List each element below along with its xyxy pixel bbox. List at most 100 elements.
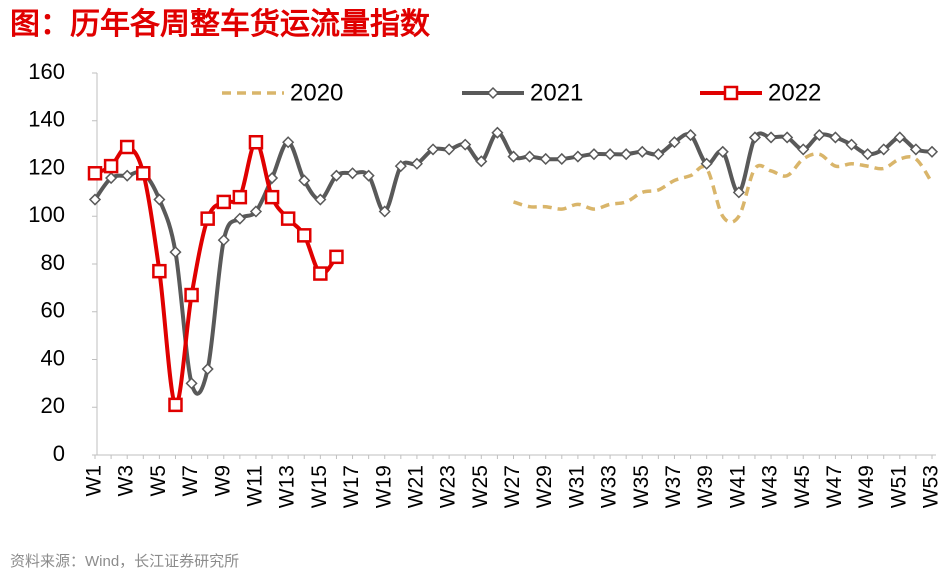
x-tick-label: W43 xyxy=(759,465,782,508)
point-marker xyxy=(185,377,198,390)
point-marker xyxy=(105,171,118,185)
x-tick-label: W13 xyxy=(276,465,299,508)
point-marker xyxy=(732,186,745,199)
point-marker xyxy=(486,86,500,100)
x-tick-label: W53 xyxy=(920,465,943,508)
y-tick-label: 60 xyxy=(41,298,65,323)
x-tick-label: W33 xyxy=(598,465,621,508)
point-marker xyxy=(249,205,263,218)
x-tick-label: W3 xyxy=(115,465,138,497)
point-marker xyxy=(346,167,359,180)
x-tick-label: W39 xyxy=(694,465,717,508)
x-tick-label: W21 xyxy=(404,465,427,508)
legend-label: 2022 xyxy=(768,79,821,106)
point-marker xyxy=(184,287,199,303)
point-marker xyxy=(748,131,762,144)
point-marker xyxy=(700,157,713,170)
x-tick-label: W49 xyxy=(855,465,878,508)
x-tick-label: W25 xyxy=(469,465,492,508)
point-marker xyxy=(909,143,922,156)
x-tick-label: W35 xyxy=(630,465,653,508)
point-marker xyxy=(604,148,617,161)
point-marker xyxy=(136,166,151,181)
point-marker xyxy=(539,152,552,166)
point-marker xyxy=(88,193,102,206)
x-tick-label: W7 xyxy=(179,465,202,497)
point-marker xyxy=(216,194,232,210)
point-marker xyxy=(168,397,183,413)
x-tick-label: W37 xyxy=(662,465,685,508)
point-marker xyxy=(716,145,729,158)
point-marker xyxy=(265,171,279,185)
point-marker xyxy=(459,138,472,151)
point-marker xyxy=(410,157,423,170)
point-marker xyxy=(280,211,296,226)
point-marker xyxy=(87,166,103,181)
point-marker xyxy=(475,155,488,168)
point-marker xyxy=(329,249,344,265)
x-tick-label: W31 xyxy=(565,465,588,508)
x-tick-label: W41 xyxy=(726,465,749,508)
point-marker xyxy=(200,211,215,226)
point-marker xyxy=(829,131,842,144)
point-marker xyxy=(507,150,520,163)
x-tick-label: W1 xyxy=(83,465,106,497)
point-marker xyxy=(426,143,440,156)
point-marker xyxy=(119,139,135,155)
x-tick-label: W17 xyxy=(340,465,363,508)
point-marker xyxy=(845,138,858,151)
point-marker xyxy=(330,169,343,182)
point-marker xyxy=(394,160,407,173)
point-marker xyxy=(314,193,327,206)
y-tick-label: 80 xyxy=(41,250,65,275)
point-marker xyxy=(764,131,778,144)
point-marker xyxy=(282,136,295,149)
point-marker xyxy=(813,129,826,142)
point-marker xyxy=(797,143,810,156)
point-marker xyxy=(523,150,536,163)
chart-title: 图：历年各周整车货运流量指数 xyxy=(10,7,431,41)
point-marker xyxy=(668,136,681,149)
point-marker xyxy=(652,148,665,161)
x-tick-label: W11 xyxy=(244,465,267,507)
point-marker xyxy=(378,205,391,218)
point-marker xyxy=(152,263,167,279)
point-marker xyxy=(313,266,328,281)
point-marker xyxy=(443,143,456,156)
point-marker xyxy=(169,246,182,259)
x-tick-label: W5 xyxy=(147,465,170,497)
y-tick-label: 40 xyxy=(41,345,65,370)
y-tick-label: 140 xyxy=(28,107,65,132)
source-note: 资料来源：Wind，长江证券研究所 xyxy=(10,553,239,570)
legend-label: 2020 xyxy=(290,79,343,106)
series-line xyxy=(512,152,934,224)
point-marker xyxy=(684,129,697,142)
point-marker xyxy=(232,189,248,205)
y-tick-label: 100 xyxy=(28,202,65,227)
y-tick-label: 160 xyxy=(28,59,65,84)
point-marker xyxy=(781,131,794,144)
point-marker xyxy=(103,158,119,174)
point-marker xyxy=(571,150,584,163)
point-marker xyxy=(555,152,568,166)
point-marker xyxy=(297,228,312,243)
point-marker xyxy=(587,148,601,161)
x-tick-label: W45 xyxy=(791,465,814,508)
point-marker xyxy=(248,134,264,150)
point-marker xyxy=(264,189,280,205)
point-marker xyxy=(298,174,311,187)
x-tick-label: W47 xyxy=(823,465,846,508)
point-marker xyxy=(723,85,739,101)
x-tick-label: W23 xyxy=(437,465,460,508)
x-tick-label: W15 xyxy=(308,465,331,508)
point-marker xyxy=(893,131,906,144)
x-tick-label: W29 xyxy=(533,465,556,508)
x-tick-label: W51 xyxy=(887,465,910,508)
y-tick-label: 20 xyxy=(41,393,65,418)
y-tick-label: 120 xyxy=(28,154,65,179)
x-tick-label: W9 xyxy=(211,465,234,497)
point-marker xyxy=(233,212,246,225)
point-marker xyxy=(491,126,504,139)
point-marker xyxy=(636,145,649,158)
series-line xyxy=(93,130,933,396)
